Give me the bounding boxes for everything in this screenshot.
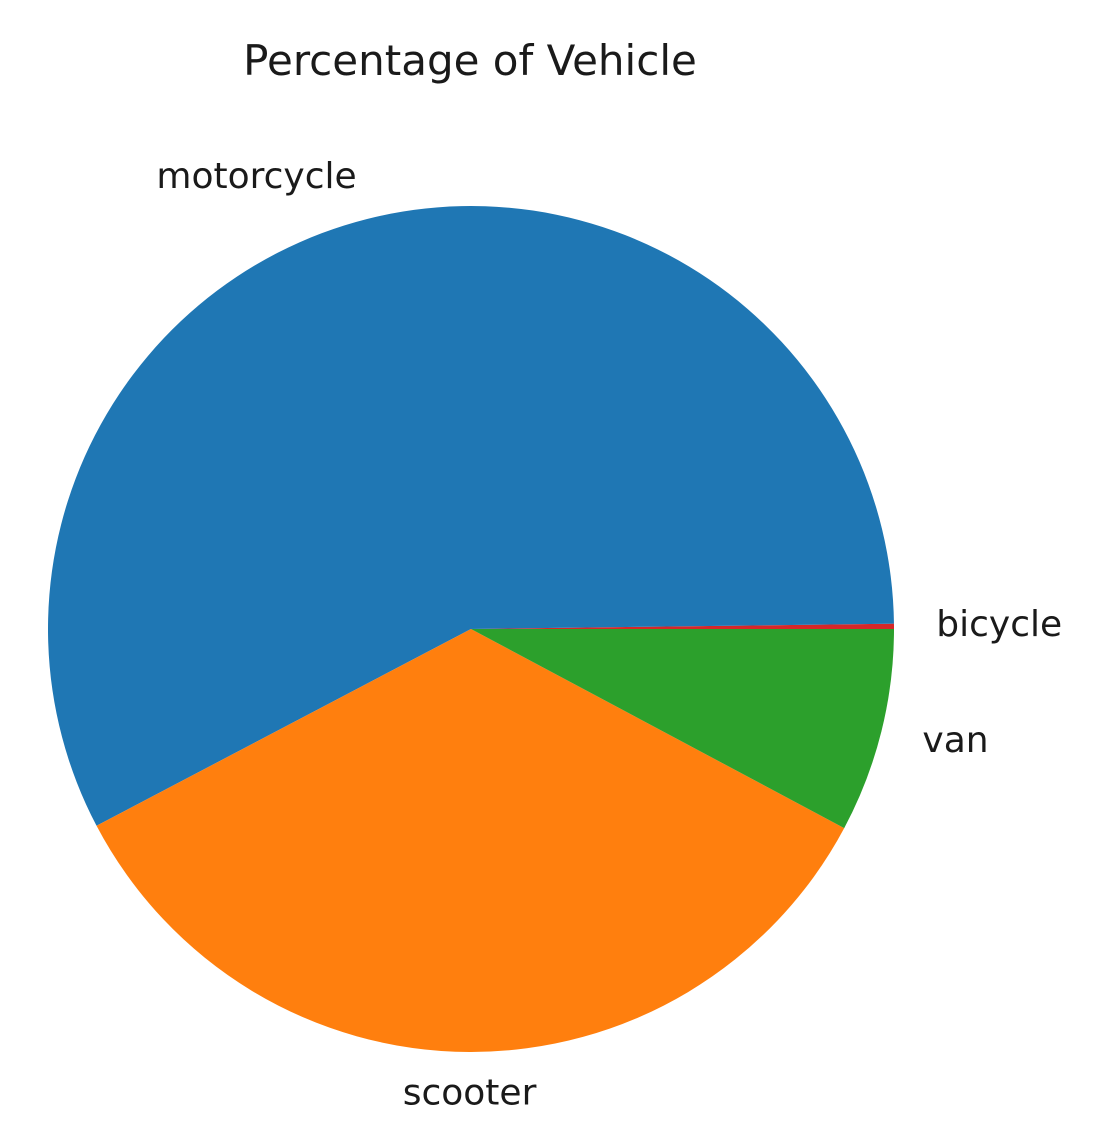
pie-label-motorcycle: motorcycle xyxy=(156,156,356,197)
pie-slices xyxy=(48,206,895,1052)
pie-label-scooter: scooter xyxy=(403,1072,537,1113)
pie-label-bicycle: bicycle xyxy=(936,604,1062,645)
pie-slice-motorcycle xyxy=(48,206,894,826)
chart-title: Percentage of Vehicle xyxy=(243,36,697,85)
pie-labels: bicycle motorcycle scooter van xyxy=(156,156,1062,1113)
pie-slice-bicycle xyxy=(471,623,895,629)
pie-slice-scooter xyxy=(96,629,845,1052)
pie-label-van: van xyxy=(922,720,988,761)
pie-slice-van xyxy=(471,629,894,829)
